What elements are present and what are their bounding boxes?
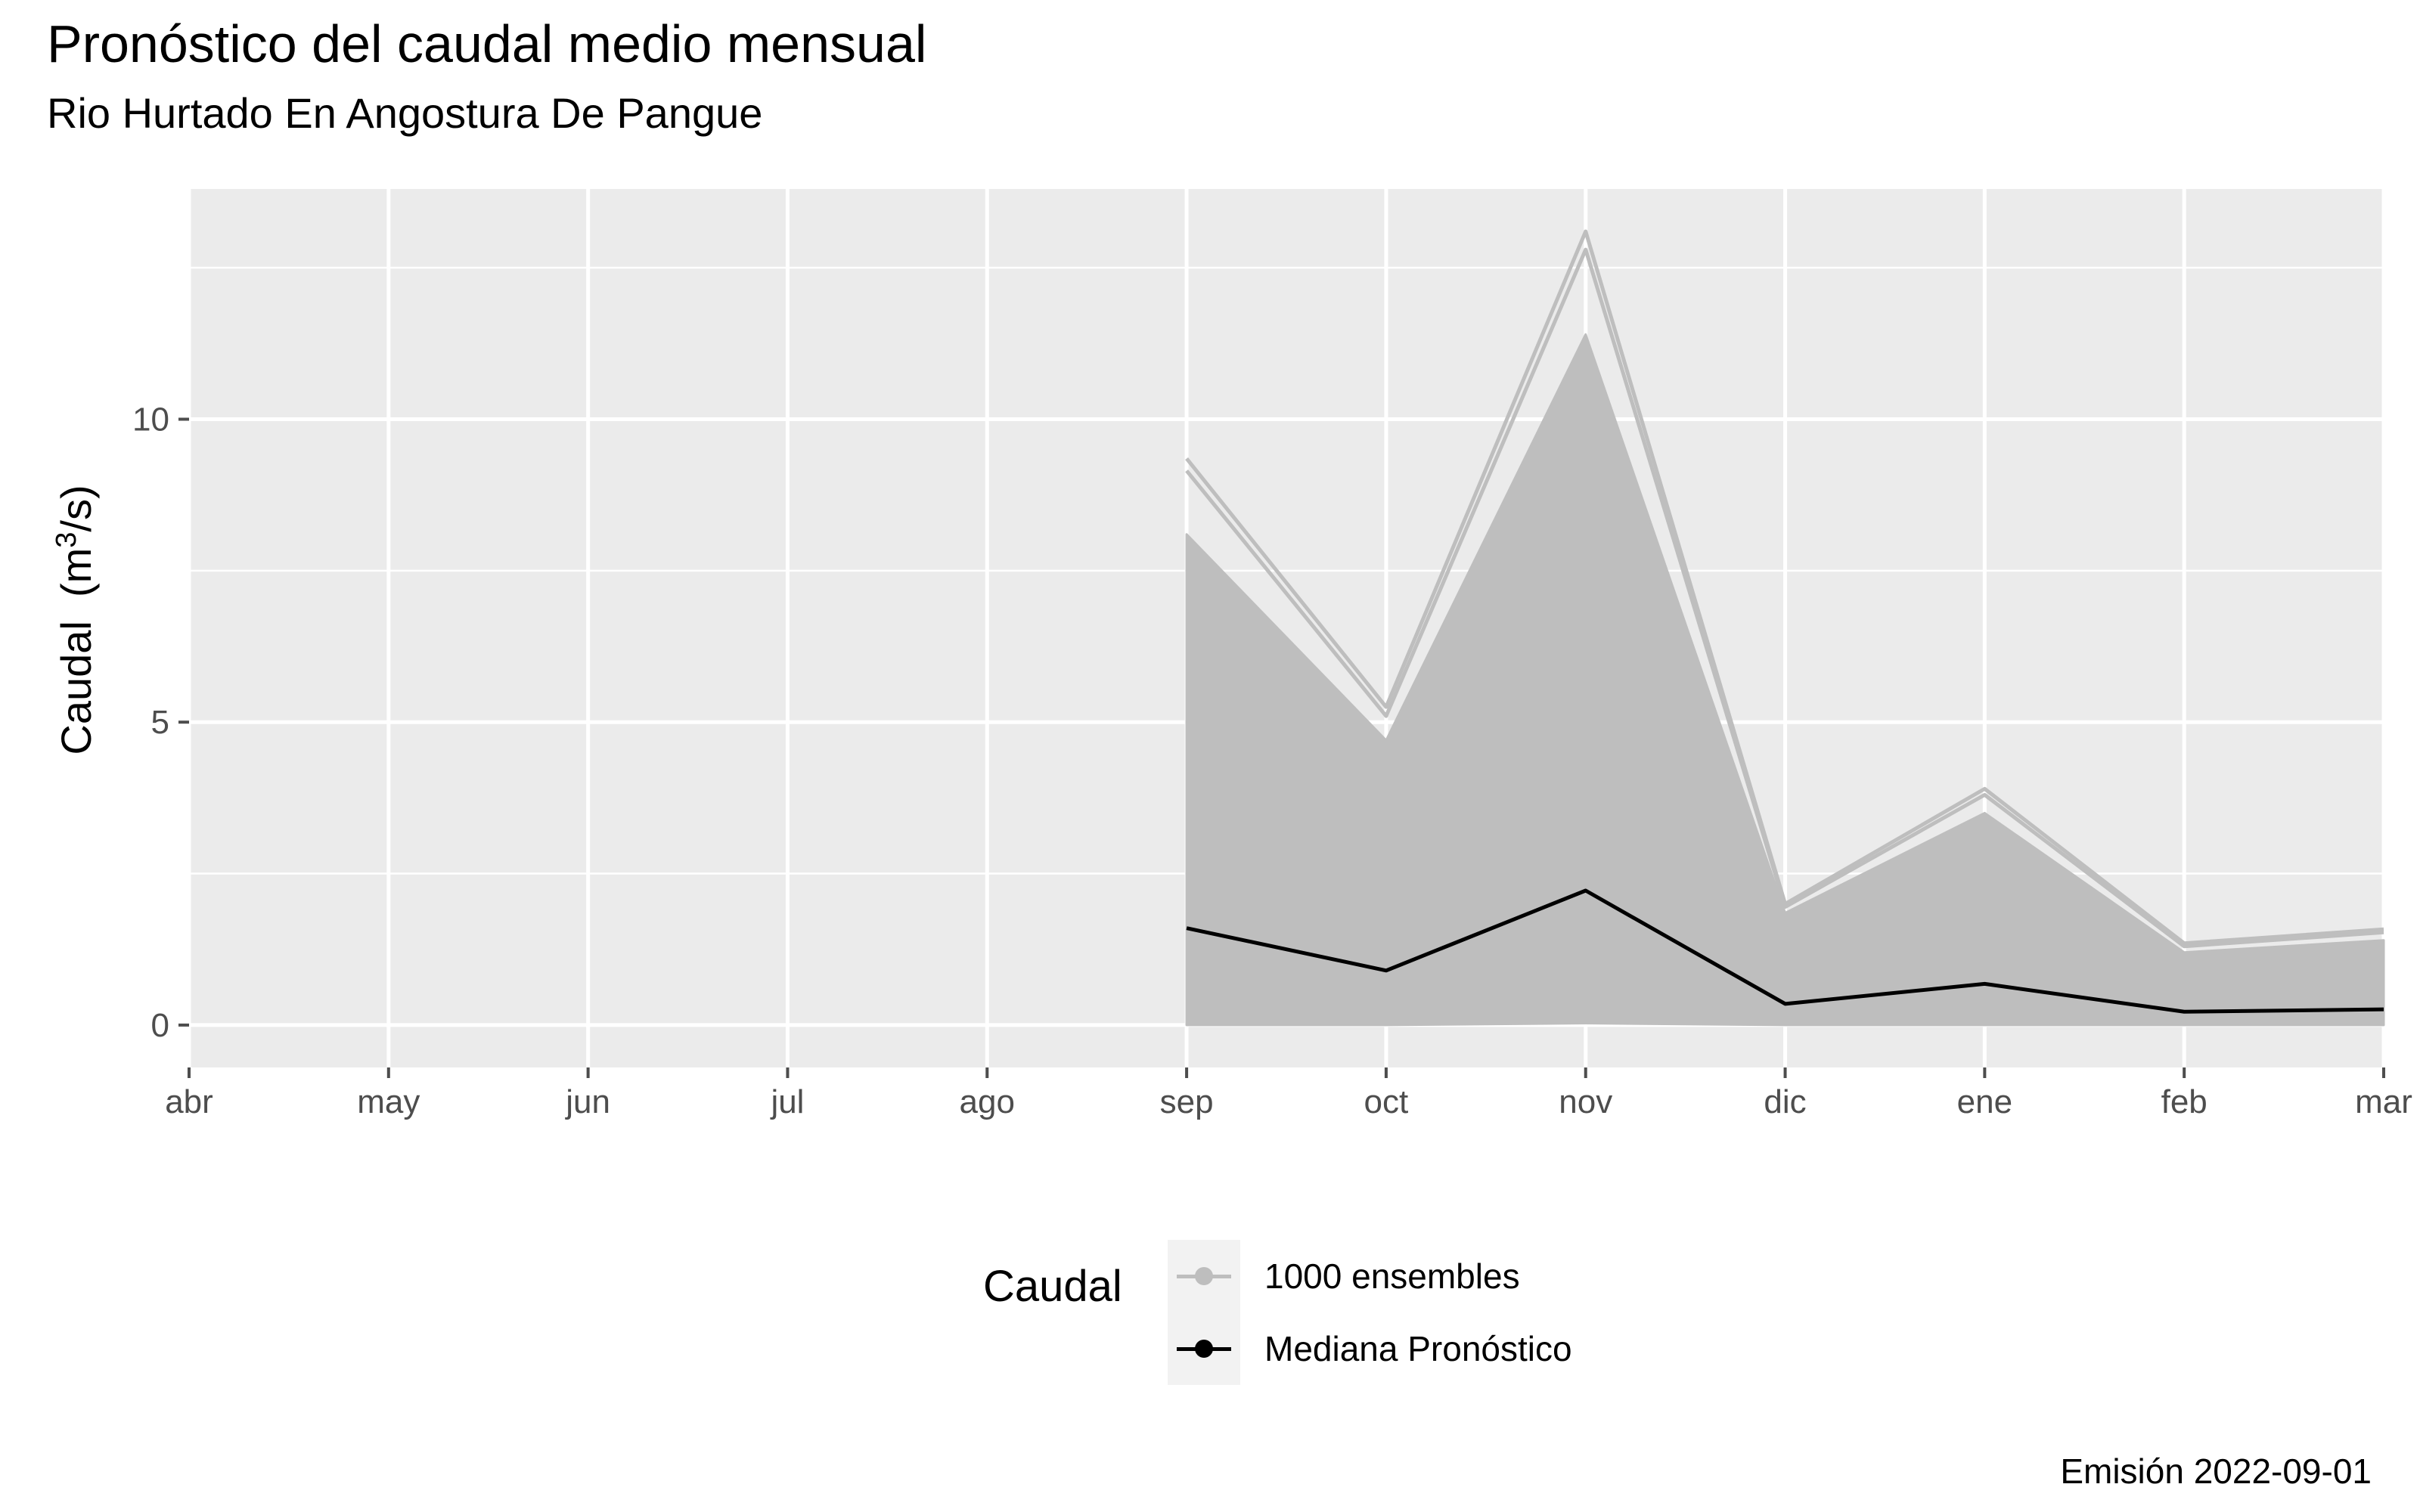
legend-key-ensembles: [1168, 1240, 1240, 1312]
axis-tick-labels: 0 5 10 abr may jun jul ago sep oct nov dic ene feb mar: [132, 401, 2412, 1120]
legend-dot-ensembles: [1195, 1267, 1213, 1285]
ensemble-series: [1185, 229, 2385, 1027]
chart-plot: 0 5 10 abr may jun jul ago sep oct nov dic ene feb mar: [132, 189, 2412, 1120]
axis-ticks: [178, 417, 2385, 1078]
x-tick-label: abr: [165, 1083, 213, 1120]
y-axis-unit-tail: /s): [51, 485, 100, 532]
x-tick-label: ago: [960, 1083, 1015, 1120]
x-tick-label: ene: [1957, 1083, 2012, 1120]
legend-key-median: [1168, 1312, 1240, 1385]
y-tick-label: 10: [132, 401, 169, 438]
x-tick-label: jun: [564, 1083, 610, 1120]
legend-title: Caudal: [983, 1262, 1122, 1311]
median-series: [1186, 888, 2384, 1014]
legend-dot-median: [1195, 1340, 1213, 1358]
legend-key-box: [1168, 1240, 1240, 1385]
y-axis-unit-exponent: 3: [51, 531, 83, 548]
y-axis-label: Caudal (m3/s): [51, 485, 101, 754]
median-line: [1186, 888, 2384, 1014]
legend-label-ensembles: 1000 ensembles: [1264, 1256, 1520, 1296]
x-tick-label: oct: [1364, 1083, 1409, 1120]
ensemble-member-line: [1185, 247, 2384, 949]
chart-subtitle: Rio Hurtado En Angostura De Pangue: [47, 89, 763, 137]
x-tick-label: sep: [1160, 1083, 1214, 1120]
ensemble-band: [1185, 333, 2385, 1027]
x-tick-label: nov: [1559, 1083, 1612, 1120]
x-tick-label: may: [357, 1083, 420, 1120]
y-axis-unit-base: (m: [51, 547, 100, 598]
x-tick-label: mar: [2355, 1083, 2412, 1120]
chart-title: Pronóstico del caudal medio mensual: [47, 14, 927, 73]
x-tick-label: dic: [1764, 1083, 1806, 1120]
y-tick-label: 0: [151, 1007, 169, 1044]
y-axis-label-text: Caudal: [51, 621, 100, 755]
y-tick-label: 5: [151, 704, 169, 741]
issue-date-caption: Emisión 2022-09-01: [2060, 1452, 2372, 1491]
legend-label-median: Mediana Pronóstico: [1264, 1329, 1572, 1368]
x-tick-label: feb: [2161, 1083, 2207, 1120]
x-tick-label: jul: [769, 1083, 804, 1120]
